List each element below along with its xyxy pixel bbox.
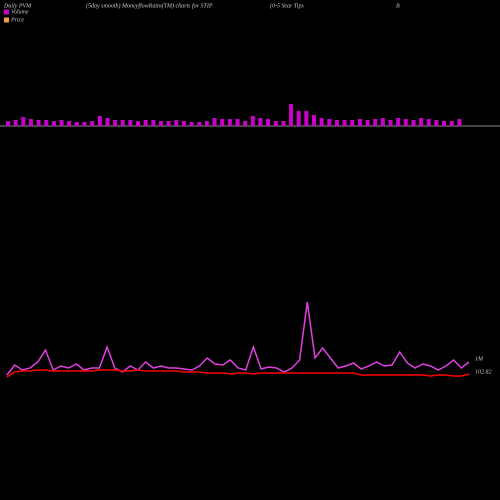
volume-bar <box>357 119 362 126</box>
volume-bar <box>365 120 370 126</box>
left-title: Daily PVM <box>3 3 32 9</box>
volume-bar <box>120 120 125 126</box>
volume-bar <box>166 121 171 126</box>
volume-bar <box>334 120 339 126</box>
volume-bar <box>426 119 431 126</box>
volume-bar <box>113 120 118 126</box>
volume-bar <box>250 116 255 126</box>
volume-bar <box>380 118 385 126</box>
chart-title: (5day smooth) MoneyflowRatio(TM) charts … <box>86 2 213 9</box>
volume-bar <box>289 104 294 126</box>
volume-bar <box>411 120 416 126</box>
volume-bar <box>388 120 393 126</box>
annotation: 102.82 <box>475 369 492 375</box>
volume-bar <box>13 120 18 126</box>
volume-bar <box>105 118 110 126</box>
volume-bar <box>36 120 41 126</box>
right-title: (0-5 Year Tips <box>270 2 304 9</box>
volume-bar <box>266 119 271 126</box>
volume-bar <box>44 120 49 126</box>
volume-bar <box>434 120 439 126</box>
annotation: 1M <box>475 356 484 362</box>
volume-bar <box>243 121 248 126</box>
volume-bar <box>128 120 133 126</box>
volume-bar <box>220 119 225 126</box>
legend-swatch <box>4 9 9 15</box>
volume-bar <box>90 121 95 126</box>
volume-bar <box>396 118 401 126</box>
volume-bar <box>189 122 194 126</box>
volume-bar <box>151 120 156 126</box>
volume-bar <box>304 111 309 126</box>
volume-bar <box>281 121 286 126</box>
volume-bar <box>181 121 186 126</box>
volume-bar <box>296 111 301 126</box>
volume-bar <box>51 121 56 126</box>
volume-bar <box>197 122 202 126</box>
volume-bar <box>342 120 347 126</box>
volume-bar <box>82 122 87 126</box>
volume-bar <box>258 118 263 126</box>
volume-bar <box>21 117 26 126</box>
line <box>6 369 470 378</box>
volume-bar <box>6 121 10 126</box>
volume-bar <box>312 115 316 126</box>
volume-bar <box>419 118 424 126</box>
volume-bar <box>227 119 232 126</box>
volume-bar <box>373 119 378 126</box>
legend-label: Volume <box>11 9 29 15</box>
volume-bar <box>159 121 163 126</box>
volume-bar <box>28 119 33 126</box>
volume-bar <box>143 120 148 126</box>
volume-bar <box>403 119 408 126</box>
volume-bar <box>212 118 217 126</box>
line <box>6 301 470 376</box>
volume-bar <box>67 121 72 126</box>
volume-bar <box>350 120 355 126</box>
volume-bar <box>59 120 64 126</box>
volume-bar <box>319 118 324 126</box>
volume-bar <box>273 121 278 126</box>
volume-bar <box>327 119 332 126</box>
legend-swatch <box>4 17 9 23</box>
volume-bar <box>97 116 102 126</box>
volume-bar <box>457 119 462 126</box>
volume-bar <box>204 121 209 126</box>
volume-bar <box>174 120 179 126</box>
corner-label: B <box>396 3 400 9</box>
volume-bar <box>449 121 454 126</box>
volume-bar <box>136 121 141 126</box>
volume-bar <box>74 122 79 126</box>
volume-bar <box>442 121 447 126</box>
volume-bar <box>235 119 240 126</box>
legend-label: Price <box>10 17 24 23</box>
